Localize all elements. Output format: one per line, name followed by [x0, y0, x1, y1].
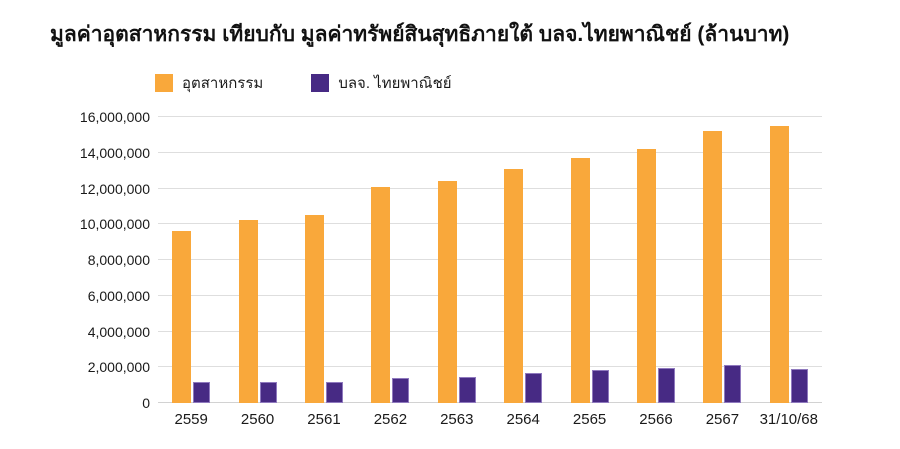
bar-scbam	[259, 381, 277, 403]
x-axis-tick-label: 2561	[307, 411, 341, 428]
x-axis-baseline	[158, 402, 822, 403]
legend-label-industry: อุตสาหกรรม	[182, 75, 264, 92]
gridline	[158, 366, 822, 368]
y-axis: 0 2,000,000 4,000,000 6,000,000 8,000,000 10,…	[0, 109, 150, 411]
gridline	[158, 330, 822, 332]
legend-swatch-scbam-icon	[311, 74, 330, 92]
bar-scbam	[193, 382, 211, 403]
x-axis-tick-label: 2567	[705, 411, 740, 428]
x-axis-tick-label: 2563	[440, 411, 474, 428]
bar-group-2562	[357, 117, 423, 403]
bar-industry	[238, 219, 258, 403]
bar-group-31/10/68	[756, 117, 822, 403]
x-axis-tick-label: 2562	[373, 411, 408, 428]
gridline	[158, 223, 822, 225]
y-axis-tick-label: 10,000,000	[79, 216, 150, 233]
y-axis-tick-label: 8,000,000	[87, 252, 150, 268]
x-axis-tick-label: 31/10/68	[759, 411, 818, 428]
bar-industry	[504, 168, 524, 403]
y-axis-tick-label: 0	[142, 395, 150, 411]
bar-industry	[769, 125, 789, 403]
x-axis-tick-label: 2566	[639, 411, 673, 428]
bar-scbam	[325, 382, 343, 403]
bar-group-2559	[158, 117, 224, 403]
bar-scbam	[458, 377, 476, 403]
y-axis-tick-label: 16,000,000	[79, 109, 150, 125]
y-axis-tick-label: 12,000,000	[79, 180, 150, 197]
gridline	[158, 294, 822, 296]
bar-scbam	[591, 369, 609, 403]
plot-area	[158, 116, 822, 403]
legend-item-industry: อุตสาหกรรม	[155, 71, 263, 95]
bar-group-2567	[689, 117, 755, 403]
x-axis-tick-label: 2560	[240, 411, 275, 428]
gridline	[158, 151, 822, 153]
x-axis-tick-label: 2565	[572, 411, 607, 428]
y-axis-tick-label: 2,000,000	[87, 359, 150, 376]
bar-group-2565	[556, 117, 622, 403]
bar-industry	[172, 230, 192, 403]
x-axis: 2559 2560 2561 2562 2563 2564 2565 2566 2567 31/1…	[158, 411, 822, 433]
chart-title: มูลค่าอุตสาหกรรม เทียบกับ มูลค่าทรัพย์สิ…	[50, 23, 790, 46]
bar-industry	[304, 215, 324, 403]
bar-group-2564	[490, 117, 556, 403]
bar-scbam	[657, 368, 675, 403]
bar-group-2560	[224, 117, 290, 403]
x-axis-tick-label: 2559	[174, 411, 208, 428]
bar-group-2566	[623, 117, 689, 403]
bar-scbam	[525, 372, 543, 403]
y-axis-tick-label: 6,000,000	[87, 287, 150, 304]
bar-scbam	[724, 364, 742, 403]
bar-industry	[371, 186, 391, 403]
legend: อุตสาหกรรม บลจ. ไทยพาณิชย์	[155, 71, 452, 95]
gridline	[158, 116, 822, 117]
y-axis-tick-label: 14,000,000	[79, 144, 150, 161]
gridline	[158, 187, 822, 189]
bar-industry	[570, 158, 590, 403]
bar-scbam	[392, 377, 410, 403]
bar-industry	[437, 181, 457, 403]
bar-scbam	[790, 369, 808, 403]
legend-swatch-industry-icon	[155, 74, 173, 92]
bar-industry	[703, 131, 723, 403]
legend-item-scbam: บลจ. ไทยพาณิชย์	[311, 71, 452, 95]
bar-group-2563	[424, 117, 490, 403]
bar-group-2561	[291, 117, 357, 403]
y-axis-tick-label: 4,000,000	[87, 323, 150, 340]
legend-label-scbam: บลจ. ไทยพาณิชย์	[338, 75, 452, 92]
gridline	[158, 259, 822, 260]
bar-industry	[636, 149, 656, 403]
x-axis-tick-label: 2564	[506, 411, 540, 428]
